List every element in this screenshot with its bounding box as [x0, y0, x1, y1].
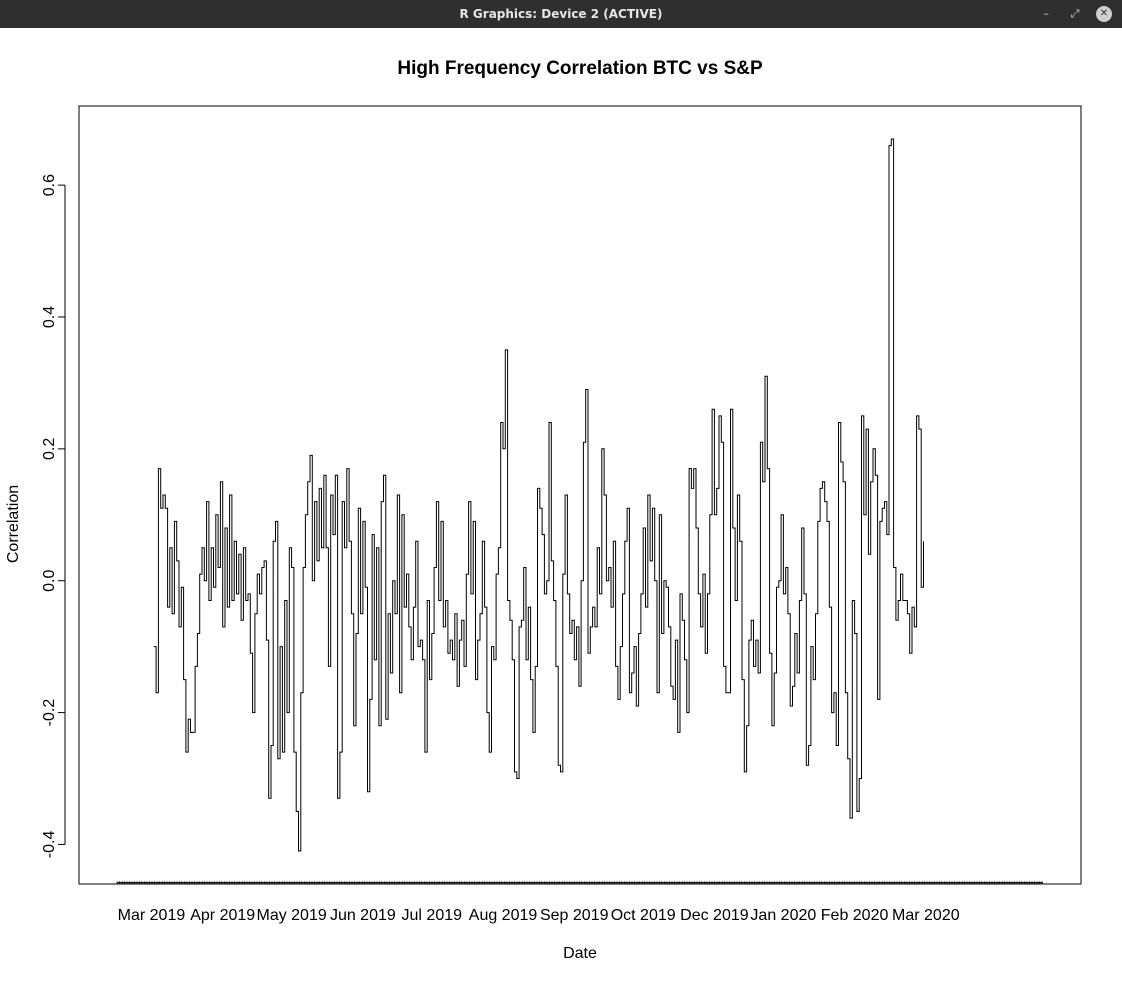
x-tick-label: Aug 2019	[469, 907, 538, 924]
correlation-series-line	[153, 138, 924, 852]
plot-frame	[78, 105, 1082, 885]
minimize-icon[interactable]: –	[1043, 7, 1049, 20]
x-tick-label: Feb 2020	[821, 907, 889, 924]
x-tick-label: Sep 2019	[540, 907, 609, 924]
x-tick-label: Dec 2019	[680, 907, 749, 924]
y-tick-label: 0.0	[41, 569, 58, 591]
y-axis: -0.4 -0.2 0.0 0.2 0.4 0.6	[41, 174, 66, 859]
x-tick-label: Jun 2019	[330, 907, 396, 924]
y-tick-label: 0.2	[41, 438, 58, 460]
x-tick-label: May 2019	[256, 907, 326, 924]
x-tick-label: Apr 2019	[190, 907, 255, 924]
y-tick-label: 0.6	[41, 174, 58, 196]
x-tick-label: Mar 2020	[892, 907, 960, 924]
chart-title: High Frequency Correlation BTC vs S&P	[397, 58, 763, 79]
close-icon[interactable]: ✕	[1096, 6, 1112, 22]
x-tick-label: Jul 2019	[402, 907, 463, 924]
x-tick-label: Jan 2020	[750, 907, 816, 924]
x-axis-label: Date	[563, 945, 597, 962]
y-axis-label: Correlation	[5, 485, 22, 563]
y-tick-label: -0.2	[41, 699, 58, 727]
x-tick-label: Oct 2019	[611, 907, 676, 924]
x-tick-label: Mar 2019	[118, 907, 186, 924]
y-tick-label: 0.4	[41, 306, 58, 328]
baseline-rug	[116, 881, 1043, 885]
window-titlebar[interactable]: R Graphics: Device 2 (ACTIVE) – ⤢ ✕	[0, 0, 1122, 28]
y-tick-label: -0.4	[41, 831, 58, 859]
baseline-ticks	[116, 881, 1043, 885]
x-axis: Mar 2019 Apr 2019 May 2019 Jun 2019 Jul 2019…	[118, 907, 960, 924]
maximize-icon[interactable]: ⤢	[1070, 7, 1080, 20]
correlation-chart: High Frequency Correlation BTC vs S&P -0…	[5, 58, 1082, 962]
window-title: R Graphics: Device 2 (ACTIVE)	[459, 7, 663, 21]
